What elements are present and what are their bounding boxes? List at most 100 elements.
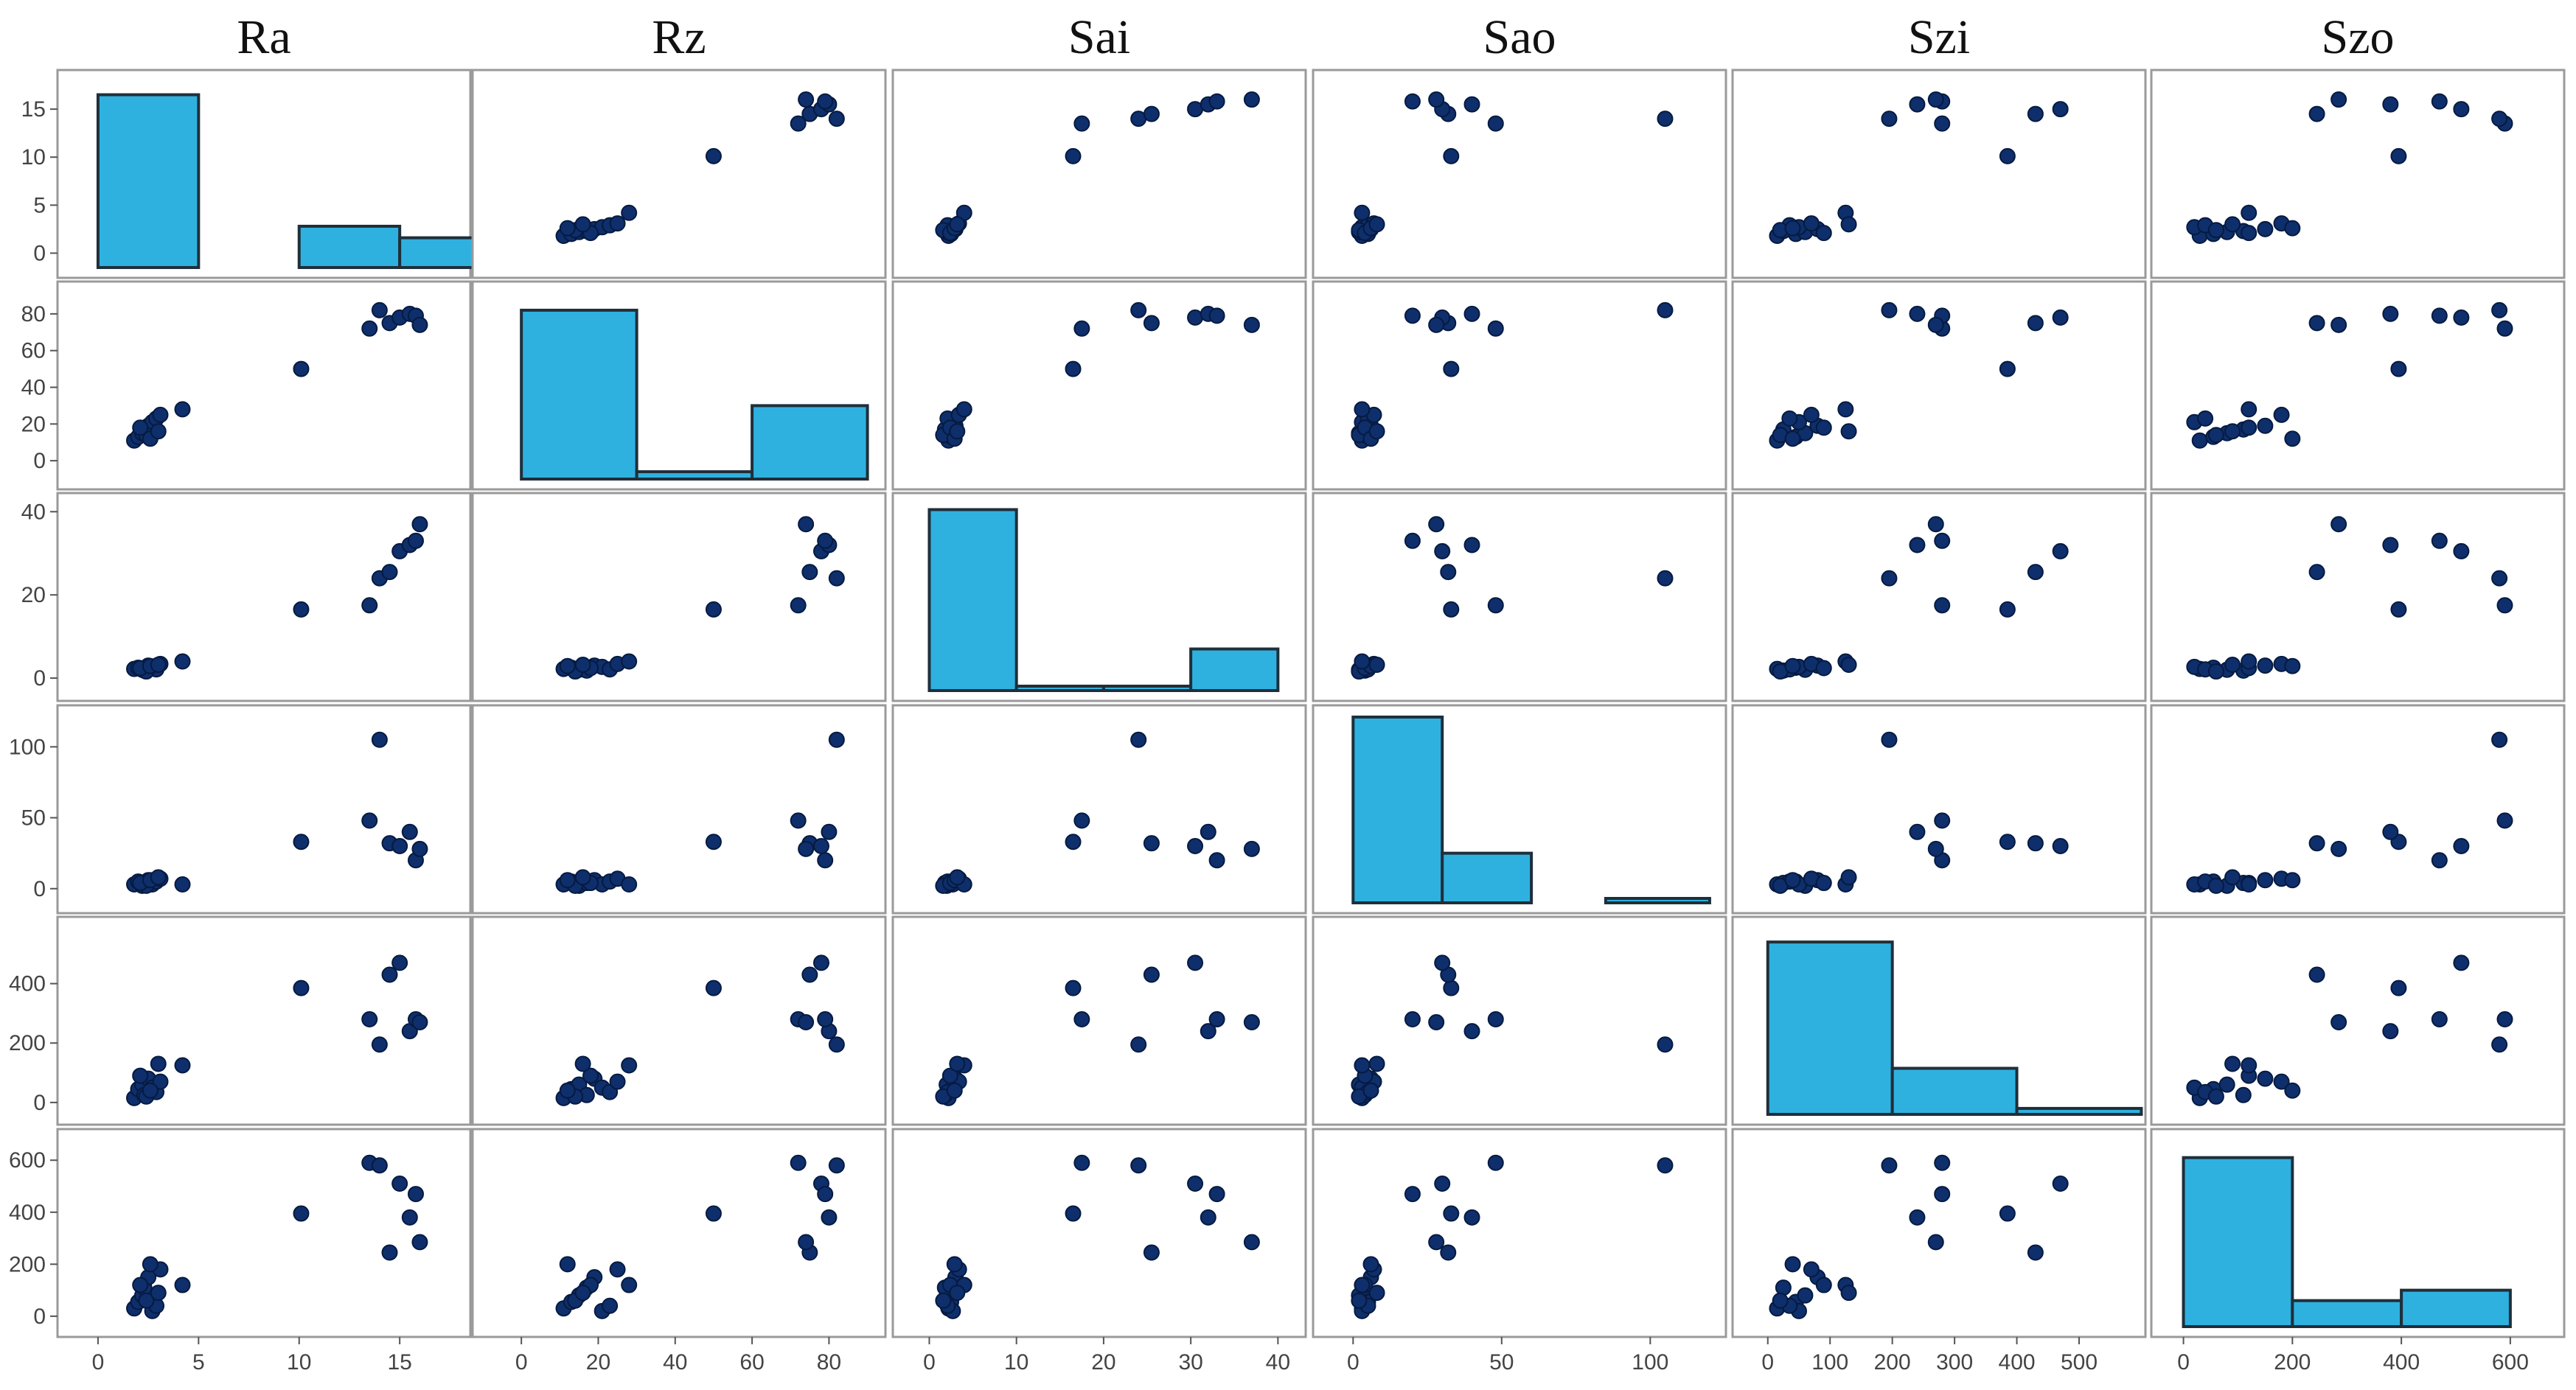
scatter-point (1351, 1292, 1368, 1309)
scatter-point (1354, 204, 1371, 221)
panel-ra-vs-szo (2150, 69, 2566, 279)
scatter-point (2218, 1076, 2235, 1093)
scatter-point (391, 1175, 408, 1192)
scatter-point (621, 1057, 638, 1074)
scatter-point (1130, 731, 1147, 748)
panel-frame (56, 915, 472, 1126)
scatter-point (2453, 838, 2470, 855)
scatter-point (2382, 305, 2399, 322)
scatter-point (949, 1285, 966, 1302)
panel-sao-vs-ra (56, 704, 472, 915)
scatter-point (411, 1234, 428, 1251)
scatter-point (1443, 147, 1460, 164)
scatter-point (2207, 1088, 2224, 1105)
scatter-point (1657, 1157, 1674, 1174)
scatter-point (1881, 301, 1898, 318)
scatter-point (1143, 966, 1160, 983)
y-tick-label: 80 (21, 302, 46, 326)
scatter-point (1065, 1205, 1082, 1222)
histogram-bar (520, 308, 638, 481)
scatter-point (1803, 1261, 1820, 1278)
scatter-point (582, 1067, 599, 1084)
scatter-point (1772, 1292, 1789, 1309)
panel-ra-vs-sai (891, 69, 1307, 279)
scatter-point (955, 401, 972, 418)
scatter-point (609, 1261, 626, 1278)
scatter-point (2052, 309, 2069, 326)
scatter-point (1487, 1154, 1504, 1171)
scatter-point (1354, 1057, 1371, 1074)
panel-sai-vs-sao (1312, 492, 1727, 702)
histogram-bar (2291, 1299, 2403, 1328)
scatter-point (1881, 570, 1898, 587)
scatter-point (2496, 597, 2513, 614)
scatter-point (2496, 320, 2513, 337)
scatter-point (2224, 423, 2241, 440)
scatter-point (2284, 1082, 2301, 1099)
scatter-point (1434, 954, 1451, 971)
scatter-point (2241, 419, 2258, 436)
scatter-point (2224, 869, 2241, 886)
scatter-point (1434, 1175, 1451, 1192)
scatter-point (1428, 316, 1445, 333)
scatter-point (1909, 96, 1926, 113)
panel-frame (471, 1128, 887, 1338)
scatter-point (2453, 101, 2470, 118)
scatter-point (2241, 204, 2258, 221)
scatter-point (1200, 823, 1216, 840)
scatter-point (828, 111, 845, 128)
x-tick-label: 200 (1874, 1350, 1911, 1375)
scatter-point (1073, 1010, 1090, 1027)
panel-frame (1312, 69, 1727, 279)
histogram-bar (297, 224, 402, 270)
scatter-point (1187, 1175, 1204, 1192)
scatter-point (790, 597, 807, 614)
scatter-point (150, 1285, 167, 1302)
scatter-point (1927, 91, 1944, 108)
scatter-point (2390, 979, 2407, 996)
scatter-point (574, 1285, 591, 1302)
scatter-point (381, 966, 398, 983)
x-tick-label: 100 (1632, 1350, 1668, 1375)
panel-szo-vs-sai (891, 1128, 1307, 1338)
scatter-point (142, 1082, 159, 1099)
scatter-point (559, 872, 576, 889)
y-tick-label: 15 (21, 97, 46, 122)
scatter-point (2382, 537, 2399, 553)
scatter-point (1909, 823, 1926, 840)
x-tick-label: 0 (1347, 1350, 1360, 1375)
scatter-point (1143, 105, 1160, 122)
scatter-point (705, 601, 722, 618)
scatter-point (2431, 307, 2448, 324)
scatter-point (1463, 537, 1480, 553)
scatter-point (2224, 216, 2241, 233)
scatter-point (798, 1234, 815, 1251)
scatter-point (411, 316, 428, 333)
scatter-point (574, 869, 591, 886)
scatter-point (411, 1014, 428, 1031)
scatter-point (132, 1067, 149, 1084)
panel-szi-vs-szi (1731, 915, 2147, 1126)
scatter-point (2027, 564, 2044, 581)
scatter-point (293, 601, 310, 618)
histogram-bar (1890, 1066, 2019, 1116)
scatter-point (174, 653, 191, 670)
x-tick-label: 600 (2492, 1350, 2529, 1375)
x-tick-label: 15 (387, 1350, 411, 1375)
scatter-point (801, 966, 818, 983)
panel-szi-vs-rz (471, 915, 887, 1126)
panel-sao-vs-sao (1312, 704, 1727, 915)
scatter-point (574, 216, 591, 233)
scatter-point (2496, 1010, 2513, 1027)
y-tick-label: 5 (33, 193, 46, 217)
scatter-point (2257, 417, 2274, 434)
scatter-point (1999, 601, 2016, 618)
scatter-point (1463, 1209, 1480, 1226)
scatter-point (621, 876, 638, 893)
scatter-point (2382, 1023, 2399, 1040)
scatter-point (1428, 91, 1445, 108)
scatter-point (2390, 360, 2407, 377)
panel-szi-vs-ra (56, 915, 472, 1126)
scatter-point (1065, 360, 1082, 377)
scatter-point (2207, 222, 2224, 239)
